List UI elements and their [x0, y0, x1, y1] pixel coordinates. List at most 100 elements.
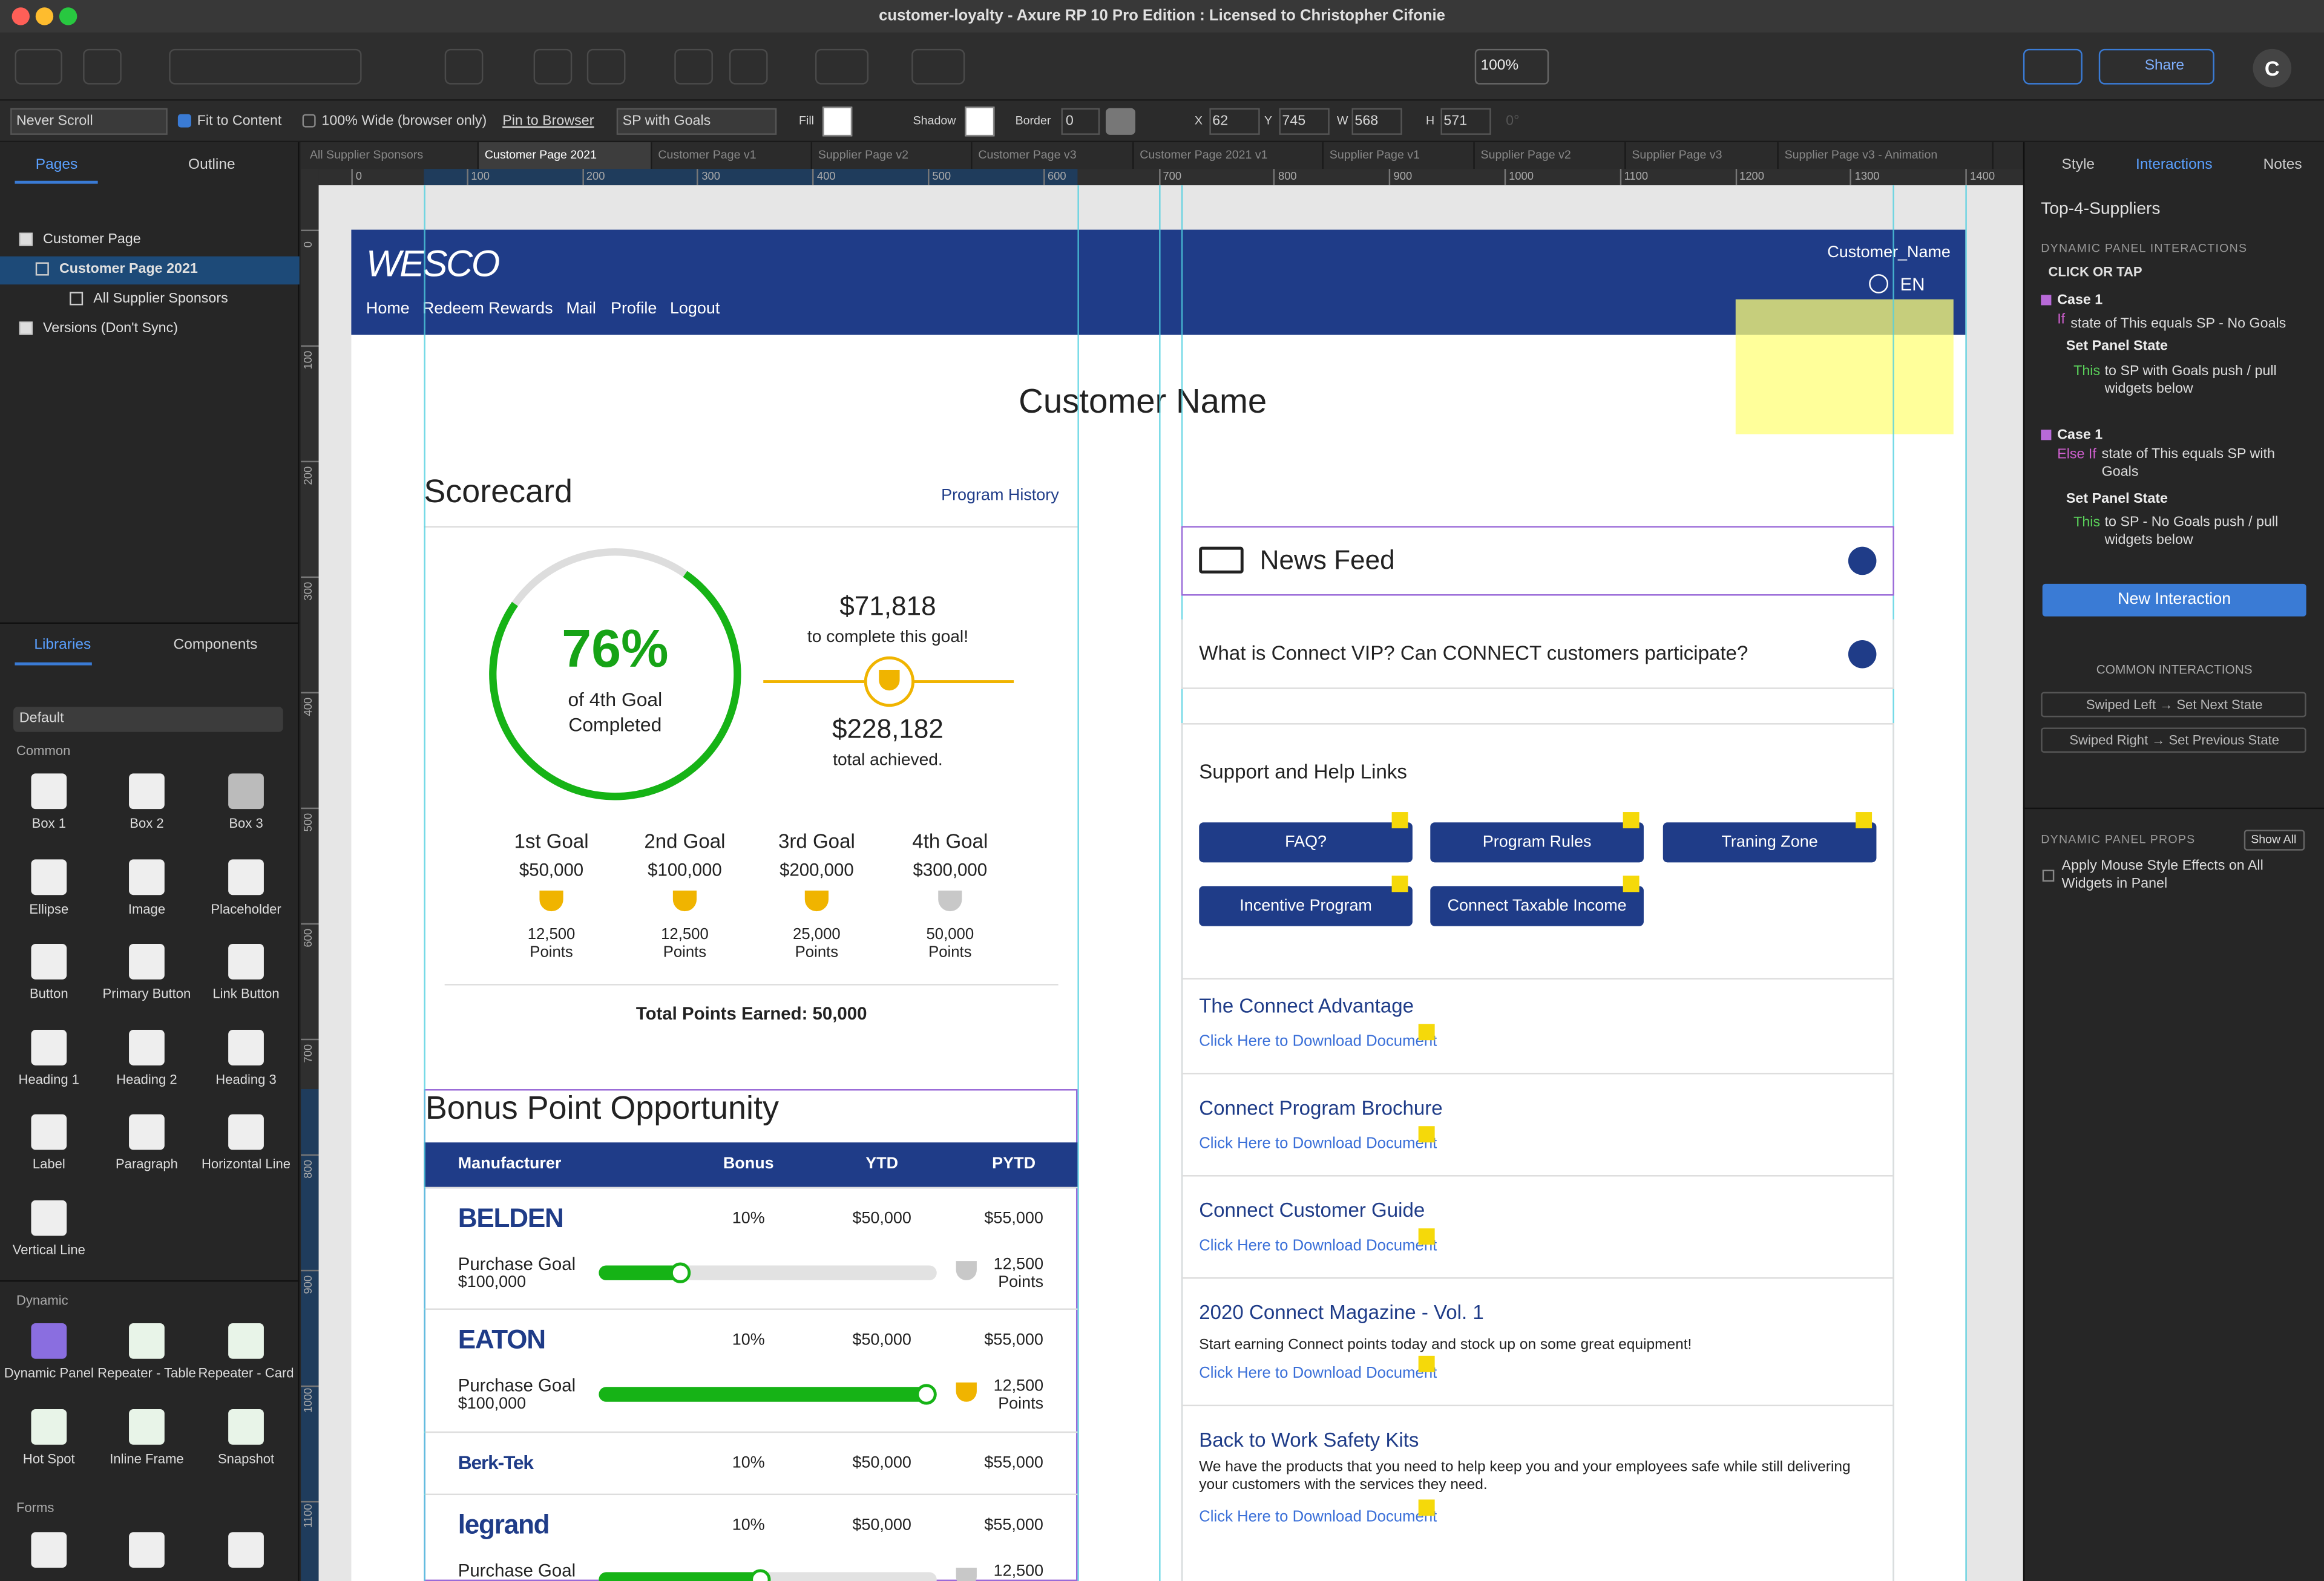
scroll-select[interactable]: [10, 108, 168, 135]
help-button[interactable]: [1199, 886, 1413, 926]
tool-button[interactable]: [586, 48, 626, 85]
page-item[interactable]: Customer Page: [43, 231, 141, 248]
widget-icon[interactable]: [228, 859, 264, 895]
zoom-select[interactable]: [1474, 48, 1549, 85]
widget-icon[interactable]: [31, 773, 67, 810]
download-link[interactable]: Click Here to Download Document: [1199, 1032, 1437, 1050]
tool-button[interactable]: [444, 48, 484, 85]
widget-icon[interactable]: [228, 1323, 264, 1359]
document-tab[interactable]: [1324, 142, 1475, 169]
libraries-tab[interactable]: Libraries: [34, 637, 91, 654]
checkbox[interactable]: [177, 114, 191, 128]
tool-button[interactable]: [911, 48, 965, 85]
widget-icon[interactable]: [31, 1409, 67, 1445]
help-button-label[interactable]: Traning Zone: [1721, 833, 1818, 851]
download-link[interactable]: Click Here to Download Document: [1199, 1508, 1437, 1526]
library-select[interactable]: [13, 707, 283, 732]
tool-button[interactable]: [83, 48, 122, 85]
widget-icon[interactable]: [129, 1409, 165, 1445]
tool-button[interactable]: [815, 48, 869, 85]
avatar[interactable]: [2253, 48, 2292, 88]
widget-icon[interactable]: [228, 773, 264, 810]
widget-icon[interactable]: [129, 859, 165, 895]
widget-icon[interactable]: [228, 1029, 264, 1065]
shadow-swatch[interactable]: [965, 106, 995, 137]
download-link[interactable]: Click Here to Download Document: [1199, 1237, 1437, 1255]
widget-icon[interactable]: [129, 1115, 165, 1151]
document-tab[interactable]: [1475, 142, 1626, 169]
widget-icon[interactable]: [129, 773, 165, 810]
pin-link[interactable]: Pin to Browser: [502, 113, 594, 129]
widget-icon[interactable]: [129, 944, 165, 980]
document-tab[interactable]: [812, 142, 973, 169]
history-link[interactable]: Program History: [941, 486, 1059, 505]
fill-swatch[interactable]: [822, 106, 853, 137]
tool-button[interactable]: [533, 48, 573, 85]
widget-icon[interactable]: [31, 1532, 67, 1568]
panel-tab[interactable]: Interactions: [2136, 157, 2213, 174]
common-interaction-label[interactable]: Swiped Right → Set Previous State: [2069, 733, 2280, 748]
widget-icon[interactable]: [31, 944, 67, 980]
help-button-label[interactable]: Program Rules: [1482, 833, 1592, 851]
page-item[interactable]: Versions (Don't Sync): [43, 320, 178, 337]
widget-icon[interactable]: [228, 944, 264, 980]
window-button[interactable]: [35, 7, 54, 25]
h-input[interactable]: [1440, 108, 1491, 135]
share-button[interactable]: [2098, 48, 2214, 85]
help-button[interactable]: [1199, 822, 1413, 863]
help-button-label[interactable]: Connect Taxable Income: [1447, 897, 1627, 915]
window-button[interactable]: [11, 7, 30, 25]
help-button-label[interactable]: Incentive Program: [1239, 897, 1372, 915]
widget-icon[interactable]: [129, 1323, 165, 1359]
new-interaction-label[interactable]: New Interaction: [2118, 590, 2231, 609]
y-input[interactable]: [1279, 108, 1330, 135]
widget-icon[interactable]: [228, 1532, 264, 1568]
w-input[interactable]: [1351, 108, 1402, 135]
nav-link[interactable]: Home: [366, 300, 410, 318]
common-interaction-button[interactable]: [2041, 692, 2306, 718]
widget-icon[interactable]: [31, 1029, 67, 1065]
panel-tab[interactable]: Style: [2061, 157, 2095, 174]
checkbox[interactable]: [302, 114, 316, 128]
checkbox[interactable]: [2042, 869, 2055, 882]
show-all-label[interactable]: Show All: [2251, 833, 2297, 846]
components-tab[interactable]: Components: [173, 637, 258, 654]
new-interaction-button[interactable]: [2042, 583, 2306, 617]
nav-link[interactable]: Logout: [669, 300, 720, 318]
widget-icon[interactable]: [31, 1323, 67, 1359]
progress-knob[interactable]: [916, 1384, 937, 1405]
help-button[interactable]: [1430, 822, 1644, 863]
widget-icon[interactable]: [129, 1532, 165, 1568]
nav-link[interactable]: Redeem Rewards: [422, 300, 553, 318]
nav-link[interactable]: Mail: [566, 300, 596, 318]
page-item[interactable]: Customer Page 2021: [59, 261, 198, 278]
document-tab[interactable]: [479, 142, 652, 169]
document-tab[interactable]: [304, 142, 479, 169]
download-link[interactable]: Click Here to Download Document: [1199, 1364, 1437, 1383]
widget-icon[interactable]: [228, 1409, 264, 1445]
progress-knob[interactable]: [669, 1262, 691, 1283]
common-interaction-label[interactable]: Swiped Left → Set Next State: [2086, 697, 2263, 712]
tool-button[interactable]: [169, 48, 362, 85]
pages-tab[interactable]: Pages: [35, 157, 78, 174]
help-button[interactable]: [1430, 886, 1644, 926]
state-select[interactable]: [616, 108, 777, 135]
expand-icon[interactable]: [1848, 640, 1877, 669]
document-tab[interactable]: [1779, 142, 1994, 169]
help-button-label[interactable]: FAQ?: [1285, 833, 1327, 851]
show-all-button[interactable]: [2244, 830, 2305, 851]
tool-button[interactable]: [15, 48, 62, 85]
widget-icon[interactable]: [31, 1200, 67, 1236]
language[interactable]: EN: [1900, 274, 1925, 295]
preview-button[interactable]: [2023, 48, 2083, 85]
expand-icon[interactable]: [1848, 546, 1877, 575]
widget-icon[interactable]: [228, 1115, 264, 1151]
outline-tab[interactable]: Outline: [188, 157, 235, 174]
page-item[interactable]: All Supplier Sponsors: [93, 290, 228, 307]
progress-knob[interactable]: [750, 1569, 772, 1581]
document-tab[interactable]: [1626, 142, 1779, 169]
border-color[interactable]: [1105, 108, 1135, 135]
x-input[interactable]: [1209, 108, 1260, 135]
nav-link[interactable]: Profile: [610, 300, 657, 318]
window-button[interactable]: [59, 7, 77, 25]
